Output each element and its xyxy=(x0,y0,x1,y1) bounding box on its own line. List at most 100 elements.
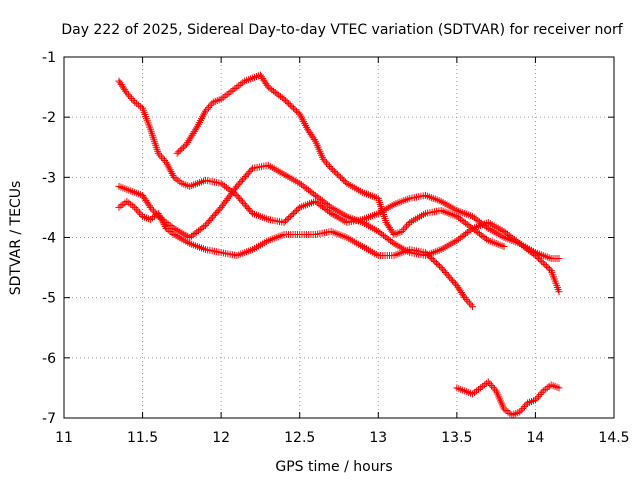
data-point-interp xyxy=(126,93,134,101)
x-tick-labels: 11 11.5 12 12.5 13 13.5 14 14.5 xyxy=(55,430,630,446)
data-point-interp xyxy=(426,253,434,261)
data-point-interp xyxy=(286,101,294,109)
data-point-interp xyxy=(278,94,286,102)
data-point-interp xyxy=(188,131,196,139)
data-point-interp xyxy=(221,198,229,206)
data-point-interp xyxy=(324,161,332,169)
data-point-interp xyxy=(282,217,290,225)
data-point xyxy=(280,218,288,226)
data-point xyxy=(531,396,539,404)
data-point-interp xyxy=(447,275,455,283)
data-point xyxy=(131,203,139,211)
data-point-interp xyxy=(335,172,343,180)
data-point-interp xyxy=(282,97,290,105)
x-tick-label: 14 xyxy=(527,430,545,446)
data-point-interp xyxy=(329,166,337,174)
data-point-interp xyxy=(207,215,215,223)
data-point-interp xyxy=(538,258,546,266)
data-point xyxy=(555,255,563,263)
y-tick-label: -7 xyxy=(42,411,56,427)
data-point-interp xyxy=(483,235,491,243)
y-tick-label: -2 xyxy=(42,110,56,126)
data-point-interp xyxy=(542,262,550,270)
data-point xyxy=(183,140,191,148)
data-point-interp xyxy=(239,176,247,184)
data-point-interp xyxy=(285,100,293,108)
data-point xyxy=(398,227,406,235)
data-point-interp xyxy=(145,202,153,210)
data-point xyxy=(516,408,524,416)
data-point-interp xyxy=(533,253,541,261)
data-point xyxy=(201,107,209,115)
data-point-interp xyxy=(234,181,242,189)
data-point-interp xyxy=(522,401,530,409)
data-point-interp xyxy=(178,145,186,153)
data-point-interp xyxy=(519,404,527,412)
data-point xyxy=(123,89,131,97)
data-point-interp xyxy=(404,220,412,228)
data-point-interp xyxy=(434,261,442,269)
data-point-interp xyxy=(486,380,494,388)
data-point-interp xyxy=(161,156,169,164)
data-point-interp xyxy=(129,96,137,104)
data-point-interp xyxy=(285,214,293,222)
data-point-interp xyxy=(218,202,226,210)
data-point-interp xyxy=(204,218,212,226)
data-point-interp xyxy=(243,203,251,211)
data-point-interp xyxy=(283,215,291,223)
data-point-interp xyxy=(159,155,167,163)
data-point-interp xyxy=(222,196,230,204)
data-point-interp xyxy=(487,382,495,390)
data-point xyxy=(319,155,327,163)
data-point-interp xyxy=(286,212,294,220)
data-point-interp xyxy=(465,299,473,307)
data-point-interp xyxy=(338,175,346,183)
x-axis-label: GPS time / hours xyxy=(275,459,392,475)
data-point-interp xyxy=(544,264,552,272)
data-point xyxy=(421,249,429,257)
data-point xyxy=(500,243,508,251)
data-point xyxy=(327,164,335,172)
x-tick-label: 11 xyxy=(55,430,73,446)
y-tick-label: -5 xyxy=(42,291,56,307)
data-point-interp xyxy=(288,103,296,111)
data-point-interp xyxy=(291,106,299,114)
x-tick-label: 14.5 xyxy=(598,430,629,446)
data-point-interp xyxy=(535,392,543,400)
data-point xyxy=(555,384,563,392)
data-point-interp xyxy=(321,157,329,165)
data-point-interp xyxy=(226,191,234,199)
y-tick-label: -6 xyxy=(42,351,56,367)
data-point-interp xyxy=(234,193,242,201)
data-points xyxy=(115,71,563,419)
data-point-interp xyxy=(293,206,301,214)
data-point-interp xyxy=(401,224,409,232)
data-point-interp xyxy=(289,209,297,217)
data-point-interp xyxy=(333,170,341,178)
data-point-interp xyxy=(289,104,297,112)
data-point-interp xyxy=(446,273,454,281)
data-point-interp xyxy=(536,391,544,399)
data-point-interp xyxy=(444,272,452,280)
data-point-interp xyxy=(240,174,248,182)
data-point-interp xyxy=(441,269,449,277)
data-point-interp xyxy=(388,238,396,246)
data-point-interp xyxy=(244,169,252,177)
data-point-interp xyxy=(310,136,318,144)
data-point-interp xyxy=(431,258,439,266)
data-point-interp xyxy=(467,301,475,309)
data-point-interp xyxy=(239,198,247,206)
data-point-interp xyxy=(403,222,411,230)
data-point-interp xyxy=(423,250,431,258)
data-point-interp xyxy=(322,159,330,167)
data-point-interp xyxy=(340,176,348,184)
data-point xyxy=(555,288,563,296)
data-point-interp xyxy=(439,265,447,273)
data-point-interp xyxy=(491,385,499,393)
data-point-interp xyxy=(283,98,291,106)
data-point-interp xyxy=(200,223,208,231)
data-point-interp xyxy=(135,209,143,217)
x-tick-label: 12 xyxy=(212,430,230,446)
